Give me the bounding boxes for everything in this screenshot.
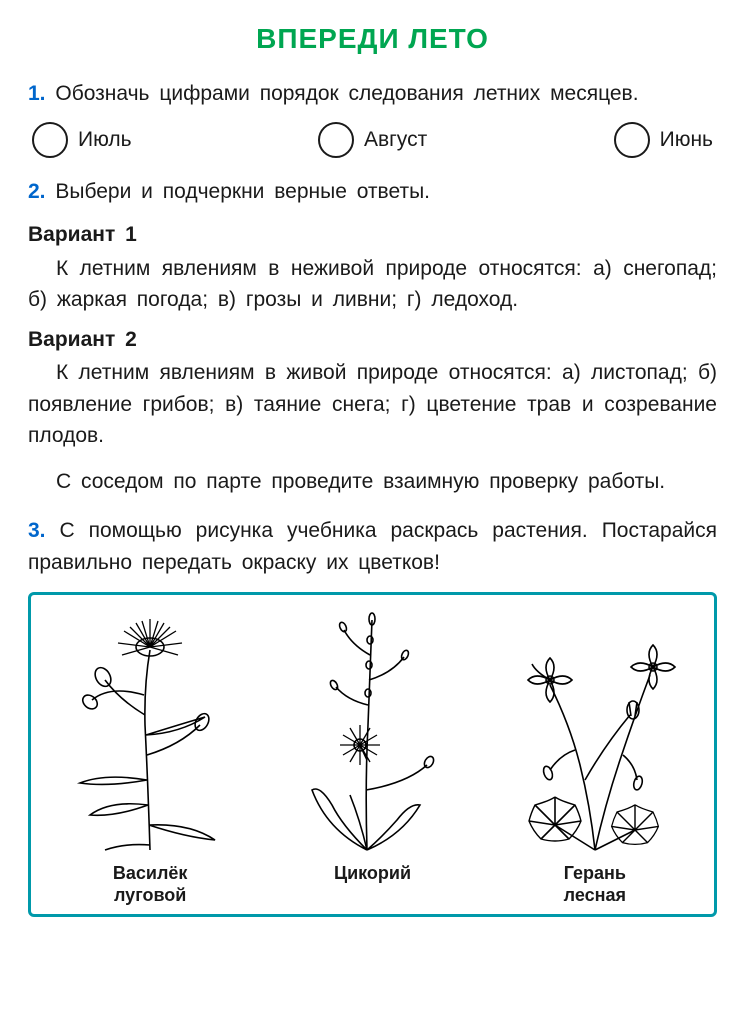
month-label-3: Июнь bbox=[660, 124, 713, 156]
month-item-2: Август bbox=[318, 122, 427, 158]
variant-2-title: Вариант 2 bbox=[28, 324, 717, 356]
month-label-1: Июль bbox=[78, 124, 132, 156]
month-item-3: Июнь bbox=[614, 122, 713, 158]
question-1: 1. Обозначь цифрами порядок следования л… bbox=[28, 78, 717, 110]
q1-number: 1. bbox=[28, 82, 46, 105]
variant-2-body: К летним явлениям в живой природе относя… bbox=[28, 357, 717, 452]
q3-text: С помощью рисунка учебника раскрась раст… bbox=[28, 519, 717, 574]
q3-number: 3. bbox=[28, 519, 46, 542]
month-label-2: Август bbox=[364, 124, 427, 156]
page-title: ВПЕРЕДИ ЛЕТО bbox=[28, 18, 717, 60]
cornflower-icon bbox=[50, 605, 250, 855]
plant-label-3: Гераньлесная bbox=[484, 863, 706, 906]
q2-number: 2. bbox=[28, 180, 46, 203]
plant-chicory bbox=[261, 605, 483, 855]
month-circle-2[interactable] bbox=[318, 122, 354, 158]
plant-cornflower bbox=[39, 605, 261, 855]
variant-1-body: К летним явлениям в неживой природе отно… bbox=[28, 253, 717, 316]
plants-box: Василёклуговой Цикорий Гераньлесная bbox=[28, 592, 717, 917]
v2-lead: К летним явлениям в живой природе относя… bbox=[56, 361, 552, 384]
geranium-icon bbox=[495, 605, 695, 855]
q2-intro-text: Выбери и подчеркни верные ответы. bbox=[55, 180, 430, 203]
variant-1-title: Вариант 1 bbox=[28, 219, 717, 251]
v1-lead: К летним явлениям в неживой природе отно… bbox=[56, 257, 582, 280]
question-3: 3. С помощью рисунка учебника раскрась р… bbox=[28, 515, 717, 578]
chicory-icon bbox=[272, 605, 472, 855]
plant-labels-row: Василёклуговой Цикорий Гераньлесная bbox=[39, 863, 706, 906]
month-circle-3[interactable] bbox=[614, 122, 650, 158]
q1-text: Обозначь цифрами порядок следования летн… bbox=[55, 82, 638, 105]
months-row: Июль Август Июнь bbox=[32, 122, 713, 158]
question-2-intro: 2. Выбери и подчеркни верные ответы. bbox=[28, 176, 717, 208]
plant-label-1: Василёклуговой bbox=[39, 863, 261, 906]
month-circle-1[interactable] bbox=[32, 122, 68, 158]
peer-check: С соседом по парте проведите взаимную пр… bbox=[28, 466, 717, 498]
plant-label-2: Цикорий bbox=[261, 863, 483, 906]
month-item-1: Июль bbox=[32, 122, 132, 158]
plant-geranium bbox=[484, 605, 706, 855]
plants-row bbox=[39, 605, 706, 855]
